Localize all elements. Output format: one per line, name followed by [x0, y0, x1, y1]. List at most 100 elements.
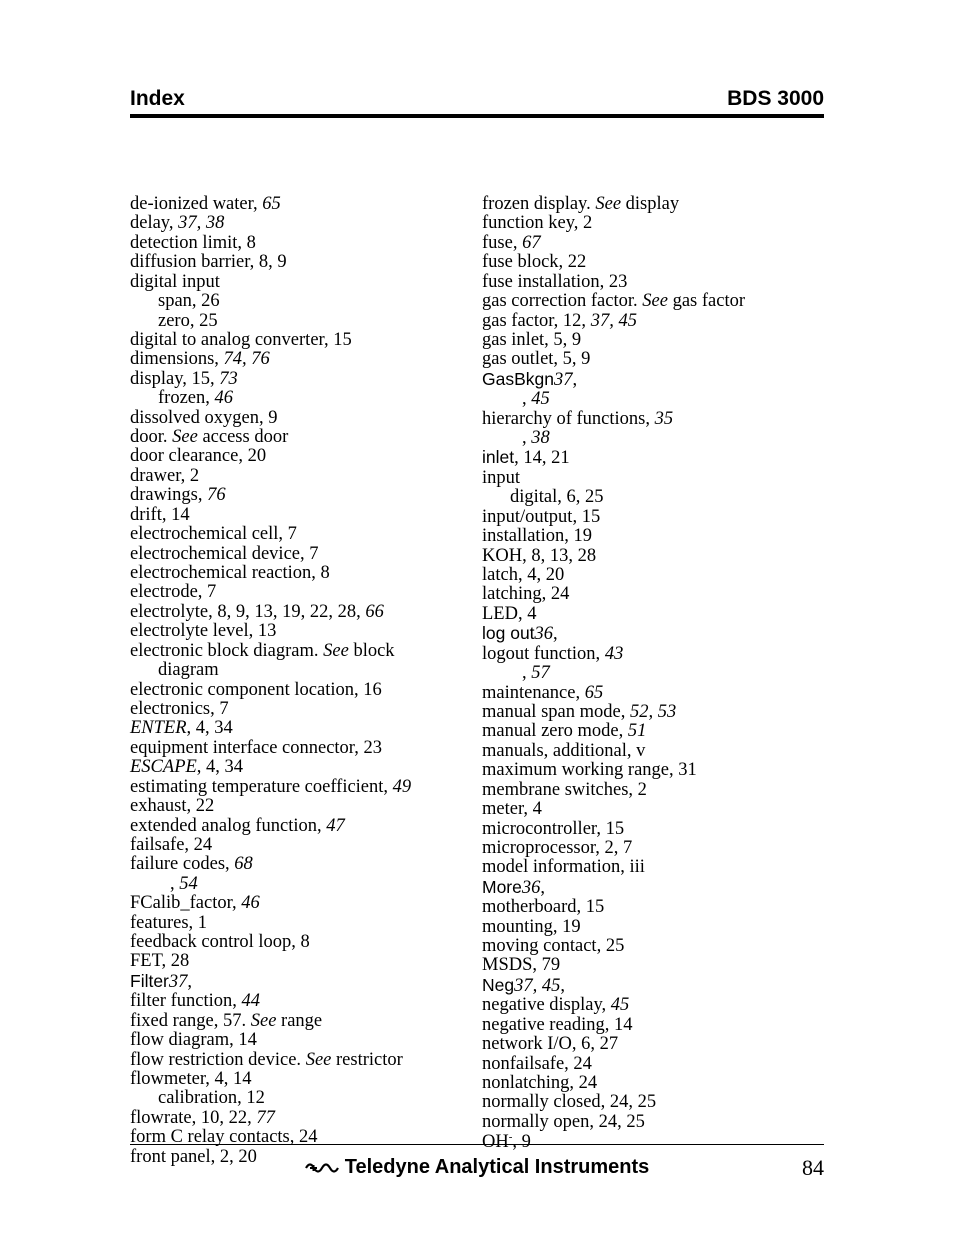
index-entry: maximum working range, 31	[482, 761, 824, 780]
index-entry: frozen display. See display	[482, 195, 824, 214]
index-entry: door. See access door	[130, 428, 472, 447]
index-entry: function key, 2	[482, 214, 824, 233]
index-entry: door clearance, 20	[130, 447, 472, 466]
index-entry: flowrate, 10, 22, 77	[130, 1109, 472, 1128]
index-entry: , 38	[482, 429, 824, 448]
index-entry: diagram	[130, 661, 472, 680]
index-entry: fuse installation, 23	[482, 273, 824, 292]
index-entry: manual span mode, 52, 53	[482, 703, 824, 722]
index-entry: Filter37,	[130, 972, 472, 992]
header-left: Index	[130, 87, 185, 111]
index-entry: flow restriction device. See restrictor	[130, 1051, 472, 1070]
index-entry: latch, 4, 20	[482, 566, 824, 585]
index-entry: negative reading, 14	[482, 1016, 824, 1035]
index-entry: electronic block diagram. See block	[130, 642, 472, 661]
index-entry: gas factor, 12, 37, 45	[482, 312, 824, 331]
index-entry: electronic component location, 16	[130, 681, 472, 700]
index-entry: FCalib_factor, 46	[130, 894, 472, 913]
teledyne-logo-icon	[305, 1159, 339, 1177]
index-entry: input/output, 15	[482, 508, 824, 527]
index-entry: microprocessor, 2, 7	[482, 839, 824, 858]
index-entry: inlet, 14, 21	[482, 448, 824, 468]
index-entry: fixed range, 57. See range	[130, 1012, 472, 1031]
index-entry: ESCAPE, 4, 34	[130, 758, 472, 777]
index-entry: installation, 19	[482, 527, 824, 546]
index-entry: failure codes, 68	[130, 855, 472, 874]
index-entry: drawer, 2	[130, 467, 472, 486]
index-entry: maintenance, 65	[482, 684, 824, 703]
index-entry: detection limit, 8	[130, 234, 472, 253]
index-entry: gas inlet, 5, 9	[482, 331, 824, 350]
index-entry: display, 15, 73	[130, 370, 472, 389]
index-entry: More36,	[482, 878, 824, 898]
index-entry: logout function, 43	[482, 645, 824, 664]
index-entry: latching, 24	[482, 585, 824, 604]
index-column-right: frozen display. See displayfunction key,…	[482, 195, 824, 1167]
header-rule	[130, 114, 824, 118]
index-entry: LED, 4	[482, 605, 824, 624]
index-entry: drawings, 76	[130, 486, 472, 505]
index-entry: Neg37, 45,	[482, 976, 824, 996]
index-entry: normally closed, 24, 25	[482, 1093, 824, 1112]
index-entry: microcontroller, 15	[482, 820, 824, 839]
index-entry: fuse block, 22	[482, 253, 824, 272]
index-body: de-ionized water, 65delay, 37, 38detecti…	[130, 195, 824, 1167]
index-entry: electrolyte level, 13	[130, 622, 472, 641]
index-entry: motherboard, 15	[482, 898, 824, 917]
index-entry: KOH, 8, 13, 28	[482, 547, 824, 566]
page-number: 84	[802, 1155, 824, 1181]
index-entry: nonfailsafe, 24	[482, 1055, 824, 1074]
index-entry: nonlatching, 24	[482, 1074, 824, 1093]
index-entry: electrochemical device, 7	[130, 545, 472, 564]
index-entry: digital to analog converter, 15	[130, 331, 472, 350]
index-entry: fuse, 67	[482, 234, 824, 253]
index-entry: digital input	[130, 273, 472, 292]
index-entry: network I/O, 6, 27	[482, 1035, 824, 1054]
index-entry: mounting, 19	[482, 918, 824, 937]
index-entry: de-ionized water, 65	[130, 195, 472, 214]
index-entry: log out36,	[482, 624, 824, 644]
index-entry: moving contact, 25	[482, 937, 824, 956]
index-entry: normally open, 24, 25	[482, 1113, 824, 1132]
index-entry: dissolved oxygen, 9	[130, 409, 472, 428]
index-entry: hierarchy of functions, 35	[482, 410, 824, 429]
index-entry: membrane switches, 2	[482, 781, 824, 800]
index-entry: gas outlet, 5, 9	[482, 350, 824, 369]
index-entry: drift, 14	[130, 506, 472, 525]
footer-center: Teledyne Analytical Instruments	[130, 1156, 824, 1179]
index-entry: electrochemical reaction, 8	[130, 564, 472, 583]
index-entry: negative display, 45	[482, 996, 824, 1015]
index-entry: features, 1	[130, 914, 472, 933]
index-entry: span, 26	[130, 292, 472, 311]
index-entry: equipment interface connector, 23	[130, 739, 472, 758]
index-entry: feedback control loop, 8	[130, 933, 472, 952]
index-entry: exhaust, 22	[130, 797, 472, 816]
index-entry: electrochemical cell, 7	[130, 525, 472, 544]
index-entry: calibration, 12	[130, 1089, 472, 1108]
header-right: BDS 3000	[727, 87, 824, 111]
index-entry: GasBkgn37,	[482, 370, 824, 390]
index-entry: ENTER, 4, 34	[130, 719, 472, 738]
index-entry: dimensions, 74, 76	[130, 350, 472, 369]
index-entry: manual zero mode, 51	[482, 722, 824, 741]
index-entry: extended analog function, 47	[130, 817, 472, 836]
index-entry: electronics, 7	[130, 700, 472, 719]
index-entry: zero, 25	[130, 312, 472, 331]
index-column-left: de-ionized water, 65delay, 37, 38detecti…	[130, 195, 472, 1167]
index-entry: failsafe, 24	[130, 836, 472, 855]
index-entry: digital, 6, 25	[482, 488, 824, 507]
index-entry: manuals, additional, v	[482, 742, 824, 761]
index-entry: flowmeter, 4, 14	[130, 1070, 472, 1089]
page: Index BDS 3000 de-ionized water, 65delay…	[0, 0, 954, 1235]
index-entry: frozen, 46	[130, 389, 472, 408]
index-entry: flow diagram, 14	[130, 1031, 472, 1050]
index-entry: electrode, 7	[130, 583, 472, 602]
index-entry: model information, iii	[482, 858, 824, 877]
index-entry: meter, 4	[482, 800, 824, 819]
index-entry: diffusion barrier, 8, 9	[130, 253, 472, 272]
footer-company: Teledyne Analytical Instruments	[345, 1156, 650, 1179]
page-footer: Teledyne Analytical Instruments 84	[130, 1156, 824, 1179]
page-header: Index BDS 3000	[130, 87, 824, 111]
index-entry: MSDS, 79	[482, 956, 824, 975]
index-entry: input	[482, 469, 824, 488]
